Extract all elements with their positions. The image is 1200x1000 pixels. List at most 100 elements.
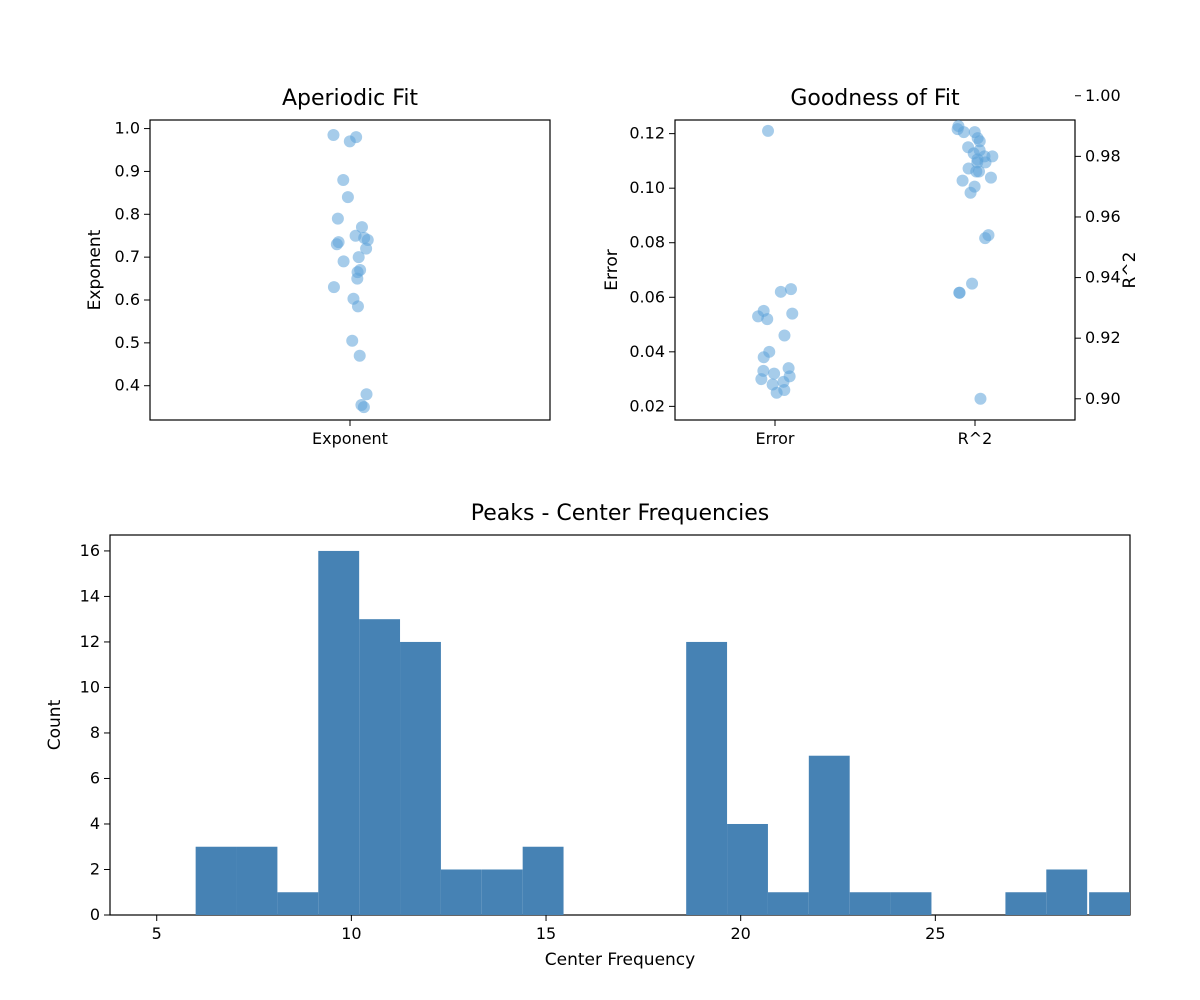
histogram-bar [727,824,768,915]
tick-label: 2 [90,859,100,878]
goodness-title: Goodness of Fit [790,86,960,111]
aperiodic-plot-area [150,120,550,420]
histogram-xticks: 510152025 [152,915,946,943]
histogram-bar [523,847,564,915]
histogram-bar [891,892,932,915]
histogram-bar [359,619,400,915]
goodness-ylabel-left: Error [602,249,622,290]
tick-label: 14 [80,586,100,605]
scatter-point [332,213,344,225]
tick-label: 0.08 [629,233,665,252]
tick-label: 0.8 [115,204,140,223]
scatter-point [985,172,997,184]
figure: Aperiodic Fit Exponent 0.40.50.60.70.80.… [0,0,1200,1000]
goodness-points [752,120,998,405]
scatter-point [775,286,787,298]
aperiodic-xticks: Exponent [312,420,388,448]
scatter-point [957,175,969,187]
tick-label: 10 [80,677,100,696]
scatter-point [778,329,790,341]
scatter-point [969,181,981,193]
scatter-point [361,388,373,400]
scatter-point [966,278,978,290]
tick-label: 20 [731,924,751,943]
histogram-bar [1005,892,1046,915]
tick-label: 5 [152,924,162,943]
scatter-point [342,191,354,203]
tick-label: 10 [341,924,361,943]
histogram-title: Peaks - Center Frequencies [471,501,769,526]
histogram-bar [400,642,441,915]
scatter-point [346,335,358,347]
tick-label: 0.94 [1085,268,1121,287]
scatter-point [767,379,779,391]
histogram-bar [237,847,278,915]
scatter-point [757,365,769,377]
scatter-point [786,308,798,320]
scatter-point [952,120,964,132]
scatter-point [969,126,981,138]
scatter-point [350,131,362,143]
scatter-point [356,221,368,233]
scatter-point [338,255,350,267]
histogram-bar [318,551,359,915]
histogram-bar [277,892,318,915]
histogram-bar [441,869,482,915]
tick-label: Error [756,429,795,448]
goodness-xticks: Error R^2 [756,420,993,448]
aperiodic-plot: Aperiodic Fit Exponent 0.40.50.60.70.80.… [85,86,550,448]
tick-label: 8 [90,723,100,742]
scatter-point [328,281,340,293]
histogram-plot: Peaks - Center Frequencies Count Center … [45,501,1130,970]
scatter-point [762,125,774,137]
scatter-point [331,238,343,250]
scatter-point [763,346,775,358]
aperiodic-ylabel: Exponent [85,229,105,310]
scatter-point [758,305,770,317]
scatter-point [974,393,986,405]
scatter-point [785,283,797,295]
tick-label: 0.4 [115,376,140,395]
tick-label: 4 [90,814,100,833]
tick-label: 0 [90,905,100,924]
scatter-point [347,293,359,305]
tick-label: 0.12 [629,124,665,143]
scatter-point [337,174,349,186]
goodness-ylabel-right: R^2 [1120,252,1140,289]
tick-label: R^2 [958,429,993,448]
tick-label: 25 [925,924,945,943]
tick-label: 0.06 [629,287,665,306]
tick-label: 0.02 [629,396,665,415]
histogram-xlabel: Center Frequency [545,950,695,970]
tick-label: 12 [80,632,100,651]
scatter-point [352,266,364,278]
tick-label: 6 [90,768,100,787]
histogram-yticks: 0 2 4 6 8 10 12 14 16 [80,541,110,924]
scatter-point [354,350,366,362]
scatter-point [986,150,998,162]
tick-label: 0.92 [1085,328,1121,347]
histogram-bar [686,642,727,915]
tick-label: 0.90 [1085,389,1121,408]
aperiodic-points [327,129,373,413]
tick-label: 0.10 [629,178,665,197]
scatter-point [783,362,795,374]
scatter-point [327,129,339,141]
histogram-ylabel: Count [45,699,65,750]
tick-label: Exponent [312,429,388,448]
tick-label: 16 [80,541,100,560]
histogram-bar [768,892,809,915]
histogram-bar [1046,869,1087,915]
goodness-yticks-right: 0.900.920.940.960.981.00 [1075,86,1121,408]
goodness-yticks-left: 0.020.040.060.080.100.12 [629,124,675,416]
histogram-bar [850,892,891,915]
tick-label: 1.0 [115,119,140,138]
histogram-bar [482,869,523,915]
tick-label: 1.00 [1085,86,1121,105]
tick-label: 0.9 [115,161,140,180]
scatter-point [962,141,974,153]
tick-label: 0.5 [115,333,140,352]
tick-label: 0.6 [115,290,140,309]
histogram-bars [196,551,1130,915]
goodness-plot-area [675,120,1075,420]
